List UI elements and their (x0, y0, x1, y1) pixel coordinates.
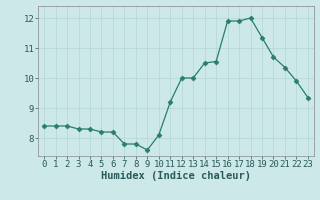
X-axis label: Humidex (Indice chaleur): Humidex (Indice chaleur) (101, 171, 251, 181)
